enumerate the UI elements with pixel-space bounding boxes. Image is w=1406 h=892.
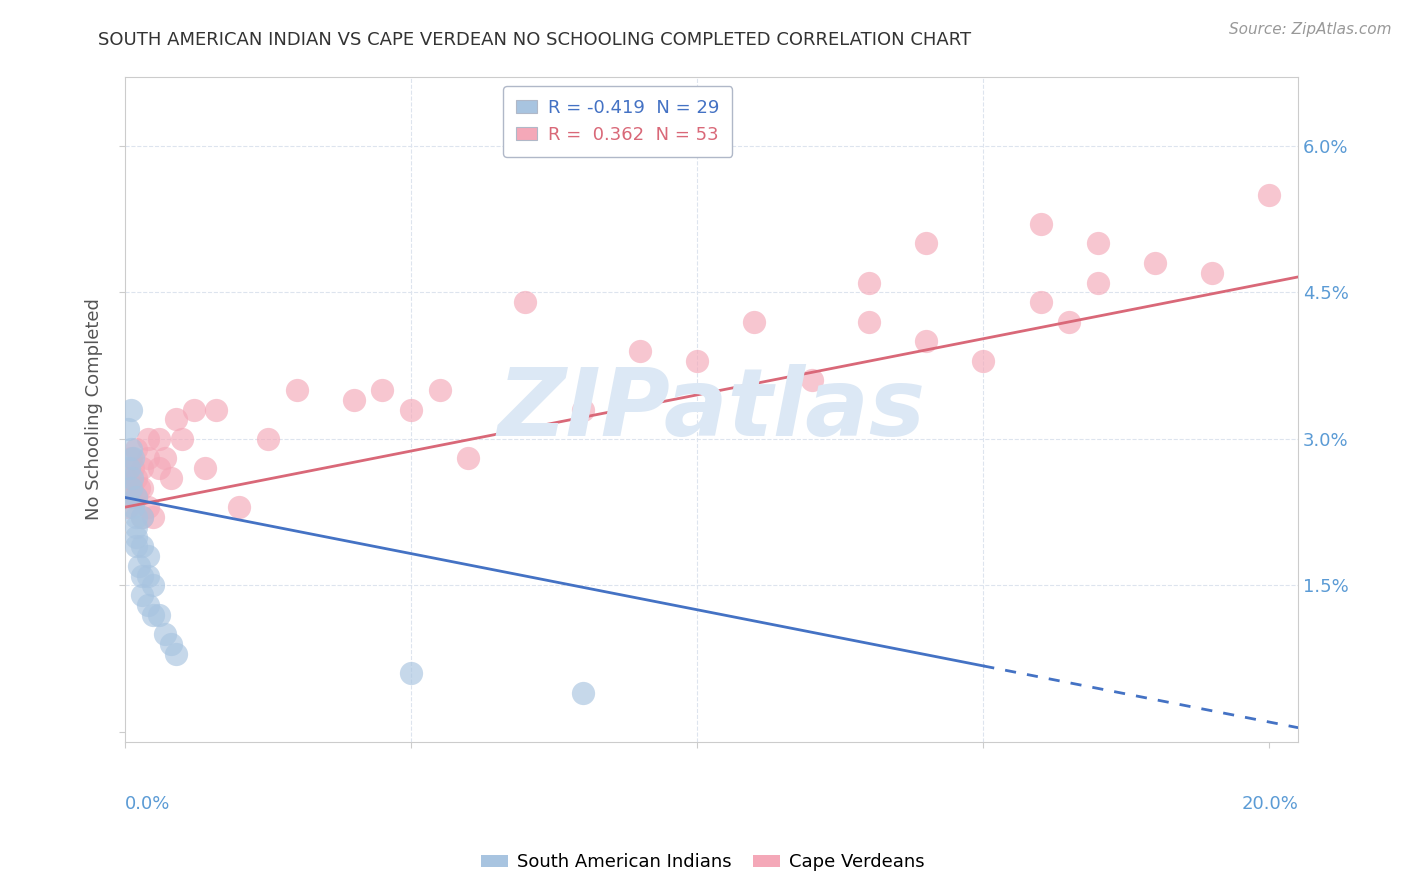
Y-axis label: No Schooling Completed: No Schooling Completed: [86, 299, 103, 520]
Point: [115, 471, 138, 485]
Point: [125, 510, 148, 524]
Point: [1087, 236, 1109, 251]
Point: [257, 432, 280, 446]
Point: [131, 568, 153, 582]
Point: [429, 383, 451, 397]
Point: [131, 461, 153, 475]
Point: [1143, 256, 1166, 270]
Point: [399, 666, 422, 681]
Point: [131, 481, 153, 495]
Point: [1057, 315, 1080, 329]
Point: [122, 461, 145, 475]
Point: [117, 500, 139, 515]
Point: [125, 491, 148, 505]
Point: [136, 549, 159, 563]
Point: [136, 598, 159, 612]
Point: [125, 520, 148, 534]
Point: [194, 461, 217, 475]
Point: [1087, 276, 1109, 290]
Point: [165, 647, 187, 661]
Point: [744, 315, 766, 329]
Point: [159, 471, 181, 485]
Point: [153, 451, 176, 466]
Point: [120, 481, 142, 495]
Point: [125, 529, 148, 543]
Point: [131, 588, 153, 602]
Point: [121, 471, 143, 485]
Legend: R = -0.419  N = 29, R =  0.362  N = 53: R = -0.419 N = 29, R = 0.362 N = 53: [503, 87, 733, 157]
Point: [122, 451, 145, 466]
Point: [371, 383, 394, 397]
Point: [183, 402, 205, 417]
Point: [858, 315, 880, 329]
Point: [125, 539, 148, 553]
Point: [915, 334, 938, 348]
Point: [628, 343, 651, 358]
Point: [165, 412, 187, 426]
Point: [120, 451, 142, 466]
Point: [142, 510, 165, 524]
Point: [686, 353, 709, 368]
Point: [148, 461, 170, 475]
Point: [1258, 187, 1281, 202]
Point: [120, 402, 142, 417]
Point: [125, 471, 148, 485]
Point: [972, 353, 994, 368]
Point: [457, 451, 479, 466]
Point: [343, 392, 366, 407]
Point: [399, 402, 422, 417]
Point: [131, 539, 153, 553]
Point: [122, 500, 145, 515]
Point: [148, 607, 170, 622]
Point: [118, 461, 141, 475]
Point: [800, 373, 823, 387]
Point: [285, 383, 308, 397]
Point: [136, 500, 159, 515]
Point: [142, 607, 165, 622]
Point: [148, 432, 170, 446]
Point: [1029, 295, 1052, 310]
Point: [142, 578, 165, 592]
Point: [121, 481, 143, 495]
Point: [153, 627, 176, 641]
Point: [128, 481, 150, 495]
Point: [136, 451, 159, 466]
Point: [117, 422, 139, 436]
Text: ZIPatlas: ZIPatlas: [498, 364, 925, 456]
Point: [1201, 266, 1223, 280]
Point: [136, 432, 159, 446]
Point: [125, 442, 148, 456]
Point: [120, 442, 142, 456]
Point: [858, 276, 880, 290]
Point: [915, 236, 938, 251]
Text: 0.0%: 0.0%: [125, 795, 170, 813]
Point: [228, 500, 250, 515]
Text: SOUTH AMERICAN INDIAN VS CAPE VERDEAN NO SCHOOLING COMPLETED CORRELATION CHART: SOUTH AMERICAN INDIAN VS CAPE VERDEAN NO…: [98, 31, 972, 49]
Point: [125, 491, 148, 505]
Point: [571, 402, 593, 417]
Text: 20.0%: 20.0%: [1241, 795, 1298, 813]
Legend: South American Indians, Cape Verdeans: South American Indians, Cape Verdeans: [474, 847, 932, 879]
Text: Source: ZipAtlas.com: Source: ZipAtlas.com: [1229, 22, 1392, 37]
Point: [170, 432, 193, 446]
Point: [136, 568, 159, 582]
Point: [1029, 217, 1052, 231]
Point: [131, 510, 153, 524]
Point: [159, 637, 181, 651]
Point: [515, 295, 537, 310]
Point: [120, 491, 142, 505]
Point: [131, 510, 153, 524]
Point: [128, 558, 150, 573]
Point: [571, 686, 593, 700]
Point: [205, 402, 228, 417]
